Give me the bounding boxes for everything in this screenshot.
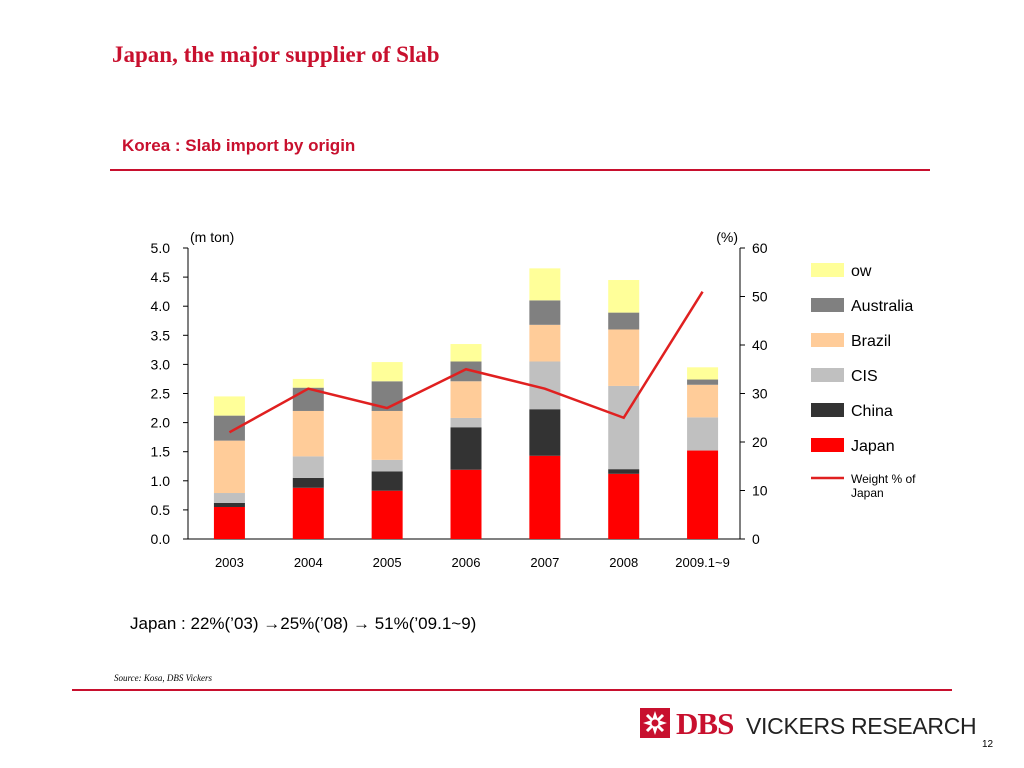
y-tick-label: 2.0 bbox=[151, 415, 171, 431]
legend-swatch-brazil bbox=[811, 333, 844, 347]
legend-swatch-australia bbox=[811, 298, 844, 312]
x-tick-label: 2004 bbox=[294, 555, 323, 570]
bar-segment-japan bbox=[292, 487, 324, 539]
bar-segment-ow bbox=[608, 280, 640, 313]
bar-segment-ow bbox=[213, 396, 245, 416]
legend-swatch-china bbox=[811, 403, 844, 417]
bar-segment-japan bbox=[687, 450, 719, 539]
y2-axis-label: (%) bbox=[716, 229, 738, 245]
legend-swatch-japan bbox=[811, 438, 844, 452]
y-tick-label: 1.5 bbox=[151, 444, 171, 460]
dbs-star-icon bbox=[640, 708, 670, 738]
x-tick-label: 2006 bbox=[452, 555, 481, 570]
y-tick-label: 0.0 bbox=[151, 531, 171, 547]
bar-segment-australia bbox=[529, 300, 561, 325]
y2-tick-label: 60 bbox=[752, 240, 768, 256]
y2-tick-label: 0 bbox=[752, 531, 760, 547]
y2-tick-label: 50 bbox=[752, 289, 768, 305]
page-title: Japan, the major supplier of Slab bbox=[112, 42, 440, 67]
bar-segment-cis bbox=[213, 493, 245, 503]
chart-subtitle: Korea : Slab import by origin bbox=[122, 136, 356, 155]
y-tick-label: 1.0 bbox=[151, 473, 171, 489]
title-divider bbox=[110, 169, 930, 171]
y-tick-label: 3.0 bbox=[151, 356, 171, 372]
bar-segment-cis bbox=[450, 417, 482, 428]
bar-segment-australia bbox=[213, 415, 245, 441]
legend-swatch-ow bbox=[811, 263, 844, 277]
y-tick-label: 5.0 bbox=[151, 240, 171, 256]
bar-segment-ow bbox=[529, 268, 561, 301]
bar-segment-cis bbox=[371, 459, 403, 472]
y-axis-label: (m ton) bbox=[190, 229, 234, 245]
y2-tick-label: 10 bbox=[752, 483, 768, 499]
bar-segment-cis bbox=[687, 417, 719, 451]
bar-segment-brazil bbox=[450, 381, 482, 418]
x-tick-label: 2008 bbox=[609, 555, 638, 570]
bar-segment-china bbox=[529, 409, 561, 456]
y2-tick-label: 40 bbox=[752, 337, 768, 353]
vickers-research-text: VICKERS RESEARCH bbox=[746, 713, 977, 739]
bar-segment-china bbox=[608, 469, 640, 474]
bar-segment-brazil bbox=[292, 410, 324, 457]
bar-segment-brazil bbox=[371, 410, 403, 460]
bar-segment-australia bbox=[450, 361, 482, 382]
bar-segment-ow bbox=[687, 367, 719, 380]
bar-segment-ow bbox=[450, 344, 482, 362]
legend-label: Japan bbox=[851, 438, 895, 455]
x-tick-label: 2009.1~9 bbox=[675, 555, 730, 570]
bar-segment-japan bbox=[213, 506, 245, 539]
y-tick-label: 0.5 bbox=[151, 502, 171, 518]
x-tick-label: 2007 bbox=[530, 555, 559, 570]
y-tick-label: 2.5 bbox=[151, 386, 171, 402]
bar-segment-china bbox=[371, 471, 403, 491]
y-tick-label: 4.5 bbox=[151, 269, 171, 285]
bar-segment-ow bbox=[371, 362, 403, 382]
legend-label: Brazil bbox=[851, 333, 891, 350]
legend-label: China bbox=[851, 403, 893, 420]
legend-label: Australia bbox=[851, 298, 913, 315]
slab-import-chart: 0.0 0.5 1.0 1.5 2.0 2.5 3.0 3.5 4.0 4.5 5.0 0 10 20 30… bbox=[151, 229, 917, 570]
bar-segment-japan bbox=[529, 455, 561, 539]
bar-segment-australia bbox=[687, 379, 719, 385]
source-note: Source: Kosa, DBS Vickers bbox=[114, 673, 212, 683]
bar-segment-brazil bbox=[687, 384, 719, 418]
bar-segment-japan bbox=[608, 473, 640, 539]
weight-line bbox=[228, 290, 704, 434]
y-tick-label: 4.0 bbox=[151, 298, 171, 314]
legend-label-weight-line-1: Weight % of bbox=[851, 472, 916, 486]
bar-segment-china bbox=[213, 502, 245, 507]
legend-swatch-cis bbox=[811, 368, 844, 382]
legend-label: CIS bbox=[851, 368, 878, 385]
bar-segment-japan bbox=[371, 490, 403, 539]
legend-label: ow bbox=[851, 263, 872, 280]
legend-label-weight-line-2: Japan bbox=[851, 486, 884, 500]
bar-segment-brazil bbox=[213, 440, 245, 494]
bar-segment-brazil bbox=[529, 324, 561, 362]
y-tick-label: 3.5 bbox=[151, 327, 171, 343]
footer-divider bbox=[72, 689, 952, 691]
x-tick-label: 2003 bbox=[215, 555, 244, 570]
y2-tick-label: 30 bbox=[752, 386, 768, 402]
bar-segment-australia bbox=[608, 312, 640, 330]
dbs-logo-text: DBS bbox=[676, 706, 734, 741]
bar-segment-cis bbox=[292, 456, 324, 478]
x-tick-label: 2005 bbox=[373, 555, 402, 570]
japan-weight-note: Japan : 22%(’03) →25%(’08) → 51%(’09.1~9… bbox=[130, 614, 477, 633]
bar-segment-china bbox=[292, 477, 324, 488]
dbs-logo: DBS VICKERS RESEARCH bbox=[640, 706, 977, 741]
bar-segment-china bbox=[450, 427, 482, 470]
y2-tick-label: 20 bbox=[752, 434, 768, 450]
bar-segment-japan bbox=[450, 469, 482, 539]
bar-segment-ow bbox=[292, 378, 324, 388]
page-number: 12 bbox=[982, 739, 994, 750]
bar-segment-brazil bbox=[608, 329, 640, 386]
